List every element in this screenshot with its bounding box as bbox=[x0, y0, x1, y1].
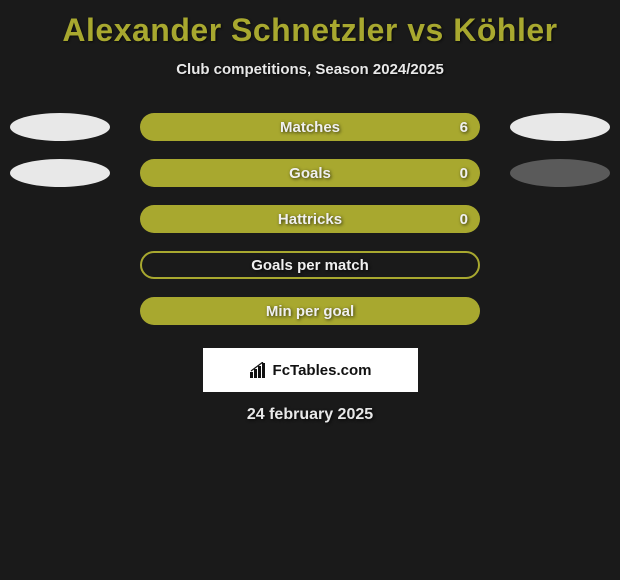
stat-pill: Min per goal bbox=[140, 297, 480, 325]
footer-date: 24 february 2025 bbox=[0, 406, 620, 424]
stat-row: Min per goal bbox=[0, 292, 620, 338]
footer-brand-text: FcTables.com bbox=[273, 362, 372, 379]
stat-label: Goals bbox=[289, 165, 331, 182]
stat-pill: Hattricks 0 bbox=[140, 205, 480, 233]
stat-label: Min per goal bbox=[266, 303, 354, 320]
stat-label: Matches bbox=[280, 119, 340, 136]
player-right-marker bbox=[510, 159, 610, 187]
stat-label: Goals per match bbox=[251, 257, 369, 274]
stat-row: Hattricks 0 bbox=[0, 200, 620, 246]
footer-logo: FcTables.com bbox=[249, 362, 372, 379]
stat-row: Goals 0 bbox=[0, 154, 620, 200]
page-title: Alexander Schnetzler vs Köhler bbox=[0, 0, 620, 49]
stat-pill: Goals 0 bbox=[140, 159, 480, 187]
stat-value-right: 0 bbox=[460, 211, 468, 228]
player-right-marker bbox=[510, 113, 610, 141]
player-left-marker bbox=[10, 113, 110, 141]
stat-value-right: 6 bbox=[460, 119, 468, 136]
footer-brand-box: FcTables.com bbox=[203, 348, 418, 392]
stat-rows-container: Matches 6 Goals 0 Hattricks 0 Goals per match M… bbox=[0, 108, 620, 338]
player-left-marker bbox=[10, 159, 110, 187]
stat-value-right: 0 bbox=[460, 165, 468, 182]
stat-row: Matches 6 bbox=[0, 108, 620, 154]
page-subtitle: Club competitions, Season 2024/2025 bbox=[0, 61, 620, 78]
bar-chart-icon bbox=[249, 362, 269, 378]
stat-row: Goals per match bbox=[0, 246, 620, 292]
stat-pill: Goals per match bbox=[140, 251, 480, 279]
stat-pill: Matches 6 bbox=[140, 113, 480, 141]
stat-label: Hattricks bbox=[278, 211, 342, 228]
